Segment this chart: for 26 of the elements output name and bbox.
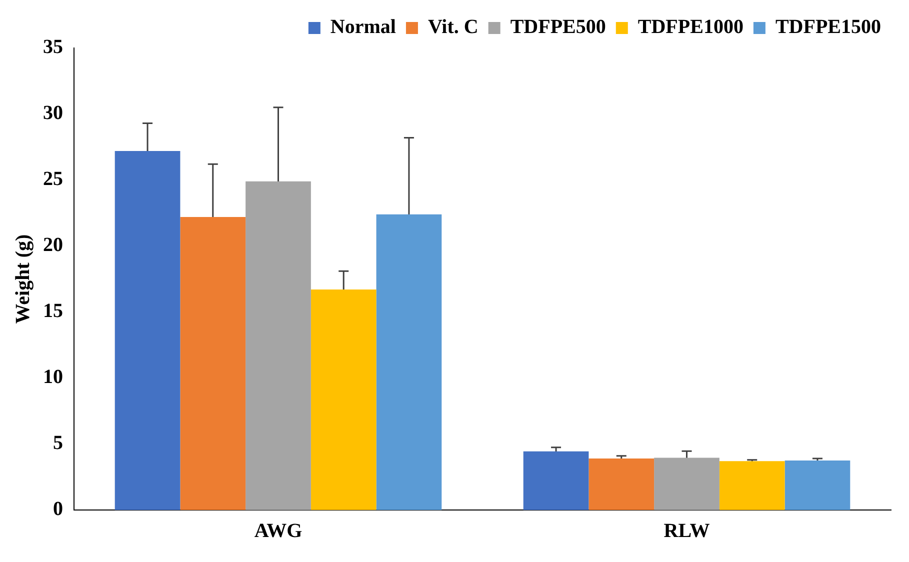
y-tick-label: 5: [53, 432, 63, 454]
bar: [246, 181, 311, 510]
bar: [654, 458, 720, 510]
legend-label: TDFPE500: [510, 16, 606, 38]
y-tick-label: 10: [43, 366, 63, 388]
x-tick-label: AWG: [254, 520, 303, 542]
legend-label: TDFPE1000: [638, 16, 744, 38]
bar: [310, 290, 376, 510]
y-tick-label: 30: [43, 102, 63, 124]
legend-label: TDFPE1500: [775, 16, 882, 38]
y-tick-label: 20: [43, 234, 63, 256]
bar: [180, 216, 246, 510]
y-tick-label: 0: [53, 498, 63, 520]
bar: [114, 150, 180, 510]
y-tick-label: 25: [43, 168, 63, 190]
bar: [376, 214, 442, 510]
legend-label: Vit. C: [428, 16, 478, 38]
y-tick-label: 15: [43, 300, 63, 322]
x-tick-label: RLW: [664, 520, 710, 542]
bar: [588, 458, 654, 510]
bar: [784, 460, 850, 510]
y-tick-label: 35: [43, 36, 63, 58]
y-axis-title: Weight (g): [12, 234, 34, 324]
bar: [523, 451, 589, 510]
bar: [719, 461, 785, 510]
legend-label: Normal: [330, 16, 396, 38]
